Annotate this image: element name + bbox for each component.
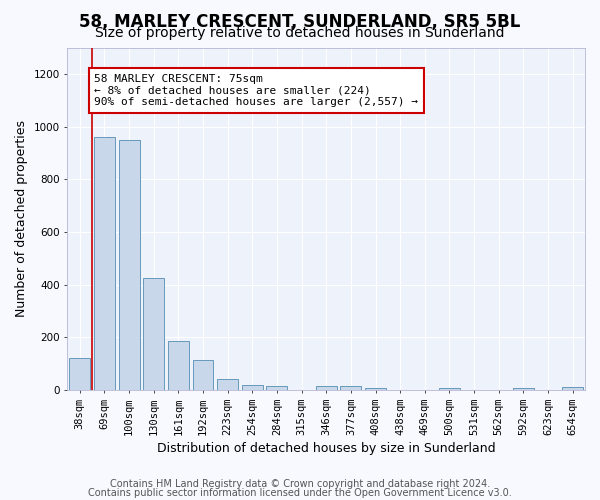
Bar	[242, 385, 263, 390]
Bar	[94, 137, 115, 390]
Bar	[69, 358, 90, 390]
Bar	[439, 388, 460, 390]
Text: Size of property relative to detached houses in Sunderland: Size of property relative to detached ho…	[95, 26, 505, 40]
Bar	[119, 140, 140, 390]
Text: Contains HM Land Registry data © Crown copyright and database right 2024.: Contains HM Land Registry data © Crown c…	[110, 479, 490, 489]
Bar	[193, 360, 214, 390]
Bar	[316, 386, 337, 390]
Bar	[513, 388, 534, 390]
Bar	[266, 386, 287, 390]
Y-axis label: Number of detached properties: Number of detached properties	[15, 120, 28, 317]
Bar	[168, 341, 189, 390]
Bar	[562, 388, 583, 390]
Text: 58 MARLEY CRESCENT: 75sqm
← 8% of detached houses are smaller (224)
90% of semi-: 58 MARLEY CRESCENT: 75sqm ← 8% of detach…	[94, 74, 418, 107]
Text: 58, MARLEY CRESCENT, SUNDERLAND, SR5 5BL: 58, MARLEY CRESCENT, SUNDERLAND, SR5 5BL	[79, 12, 521, 30]
X-axis label: Distribution of detached houses by size in Sunderland: Distribution of detached houses by size …	[157, 442, 496, 455]
Bar	[365, 388, 386, 390]
Bar	[143, 278, 164, 390]
Text: Contains public sector information licensed under the Open Government Licence v3: Contains public sector information licen…	[88, 488, 512, 498]
Bar	[340, 386, 361, 390]
Bar	[217, 380, 238, 390]
